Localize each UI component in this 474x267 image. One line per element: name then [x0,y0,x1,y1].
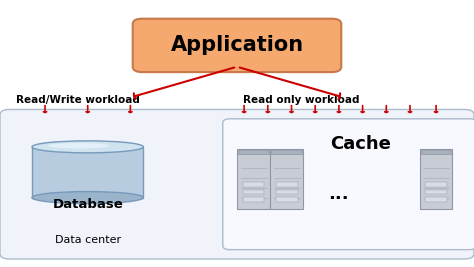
FancyBboxPatch shape [243,182,264,187]
FancyBboxPatch shape [425,182,447,187]
Text: Data center: Data center [55,235,121,245]
Text: Read only workload: Read only workload [243,96,359,105]
FancyBboxPatch shape [276,190,298,194]
FancyBboxPatch shape [133,19,341,72]
Text: Read/Write workload: Read/Write workload [16,96,140,105]
Text: Database: Database [52,198,123,211]
FancyBboxPatch shape [425,190,447,194]
FancyBboxPatch shape [237,149,270,209]
FancyBboxPatch shape [223,119,474,250]
FancyBboxPatch shape [0,109,474,259]
Text: Application: Application [171,36,303,55]
FancyBboxPatch shape [270,149,303,209]
FancyBboxPatch shape [32,147,143,198]
FancyBboxPatch shape [276,182,298,187]
FancyBboxPatch shape [243,190,264,194]
FancyBboxPatch shape [238,150,269,154]
FancyBboxPatch shape [420,149,452,209]
Text: ...: ... [328,184,349,203]
FancyBboxPatch shape [271,150,302,154]
FancyBboxPatch shape [421,150,451,154]
Ellipse shape [32,192,143,203]
FancyBboxPatch shape [276,197,298,202]
Ellipse shape [32,141,143,153]
FancyBboxPatch shape [425,197,447,202]
Text: Cache: Cache [330,135,391,153]
Ellipse shape [48,143,109,148]
FancyBboxPatch shape [243,197,264,202]
